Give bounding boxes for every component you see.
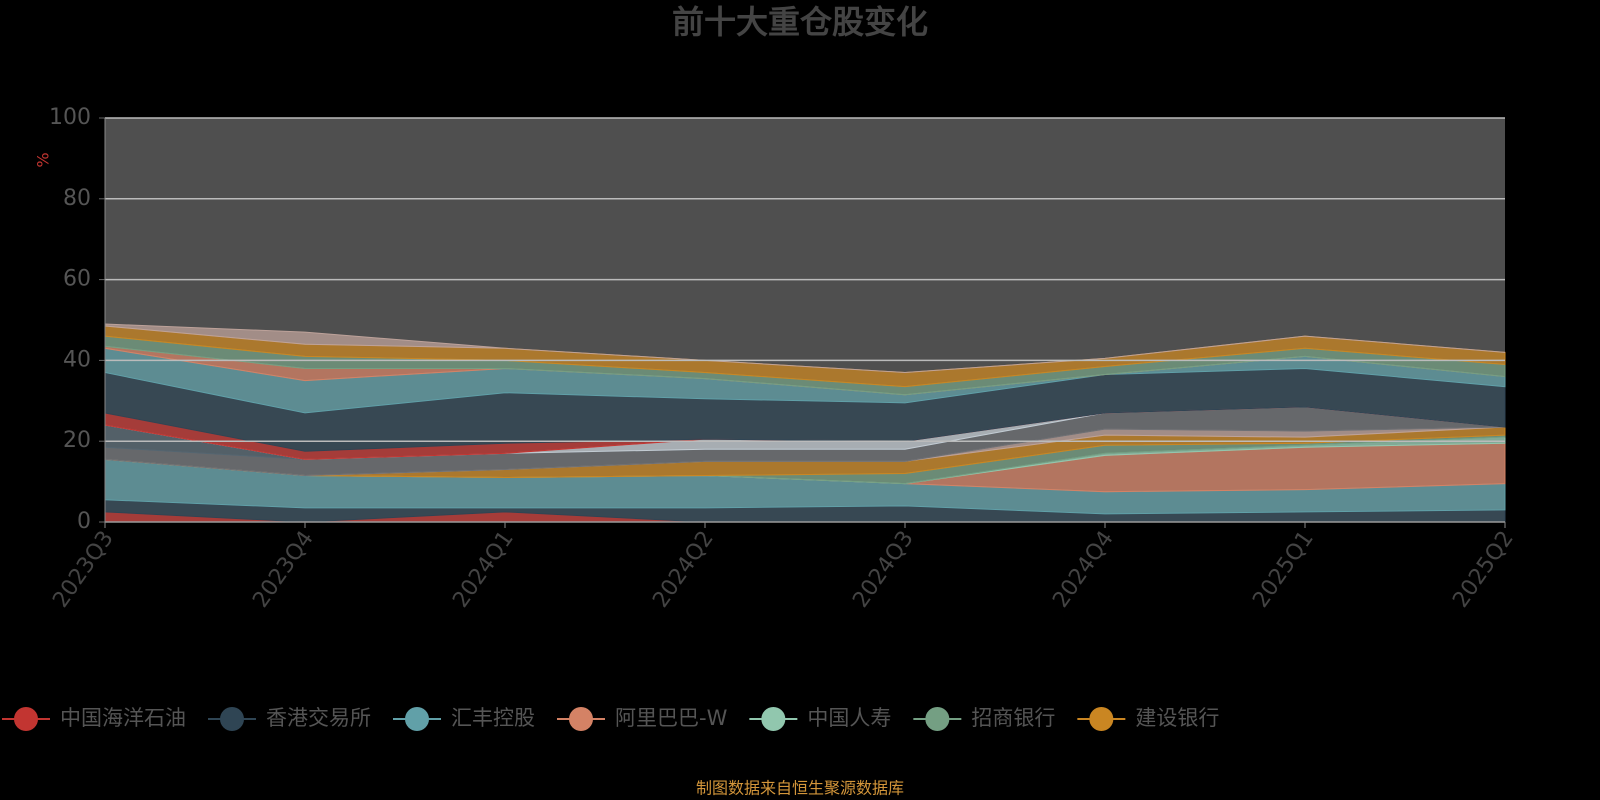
legend-marker [761,707,786,731]
y-tick-label: 20 [63,428,91,453]
legend-item: 建设银行 [1077,706,1219,731]
footer: 制图数据来自恒生聚源数据库 [696,779,904,798]
legend-label: 中国人寿 [807,706,891,730]
legend-marker [569,707,593,731]
legend-item: 招商银行 [913,706,1055,731]
y-tick-label: 40 [63,347,91,372]
chart-title: 前十大重仓股变化 [672,3,928,41]
legend-item: 汇丰控股 [393,706,535,731]
legend-marker [925,707,950,731]
legend-label: 汇丰控股 [451,706,535,730]
legend-marker [14,707,38,731]
legend-label: 中国海洋石油 [60,706,186,730]
area [104,323,1506,374]
legend-label: 香港交易所 [266,706,371,730]
legend-item: 香港交易所 [208,706,371,731]
y-tick-label: 100 [49,105,91,130]
legend-marker [405,707,429,731]
legend-label: 招商银行 [971,706,1055,730]
y-tick-label: 0 [77,509,91,534]
y-tick-label: 80 [63,186,91,211]
legend-item: 中国人寿 [749,706,891,731]
legend-item: 阿里巴巴-W [557,706,728,731]
y-tick-label: 60 [63,267,91,292]
y-axis-label: % [34,152,53,167]
legend-label: 建设银行 [1135,706,1219,730]
legend-marker [1089,707,1114,731]
legend-marker [220,707,244,731]
legend-label: 阿里巴巴-W [615,706,728,730]
legend-item: 中国海洋石油 [2,706,186,731]
